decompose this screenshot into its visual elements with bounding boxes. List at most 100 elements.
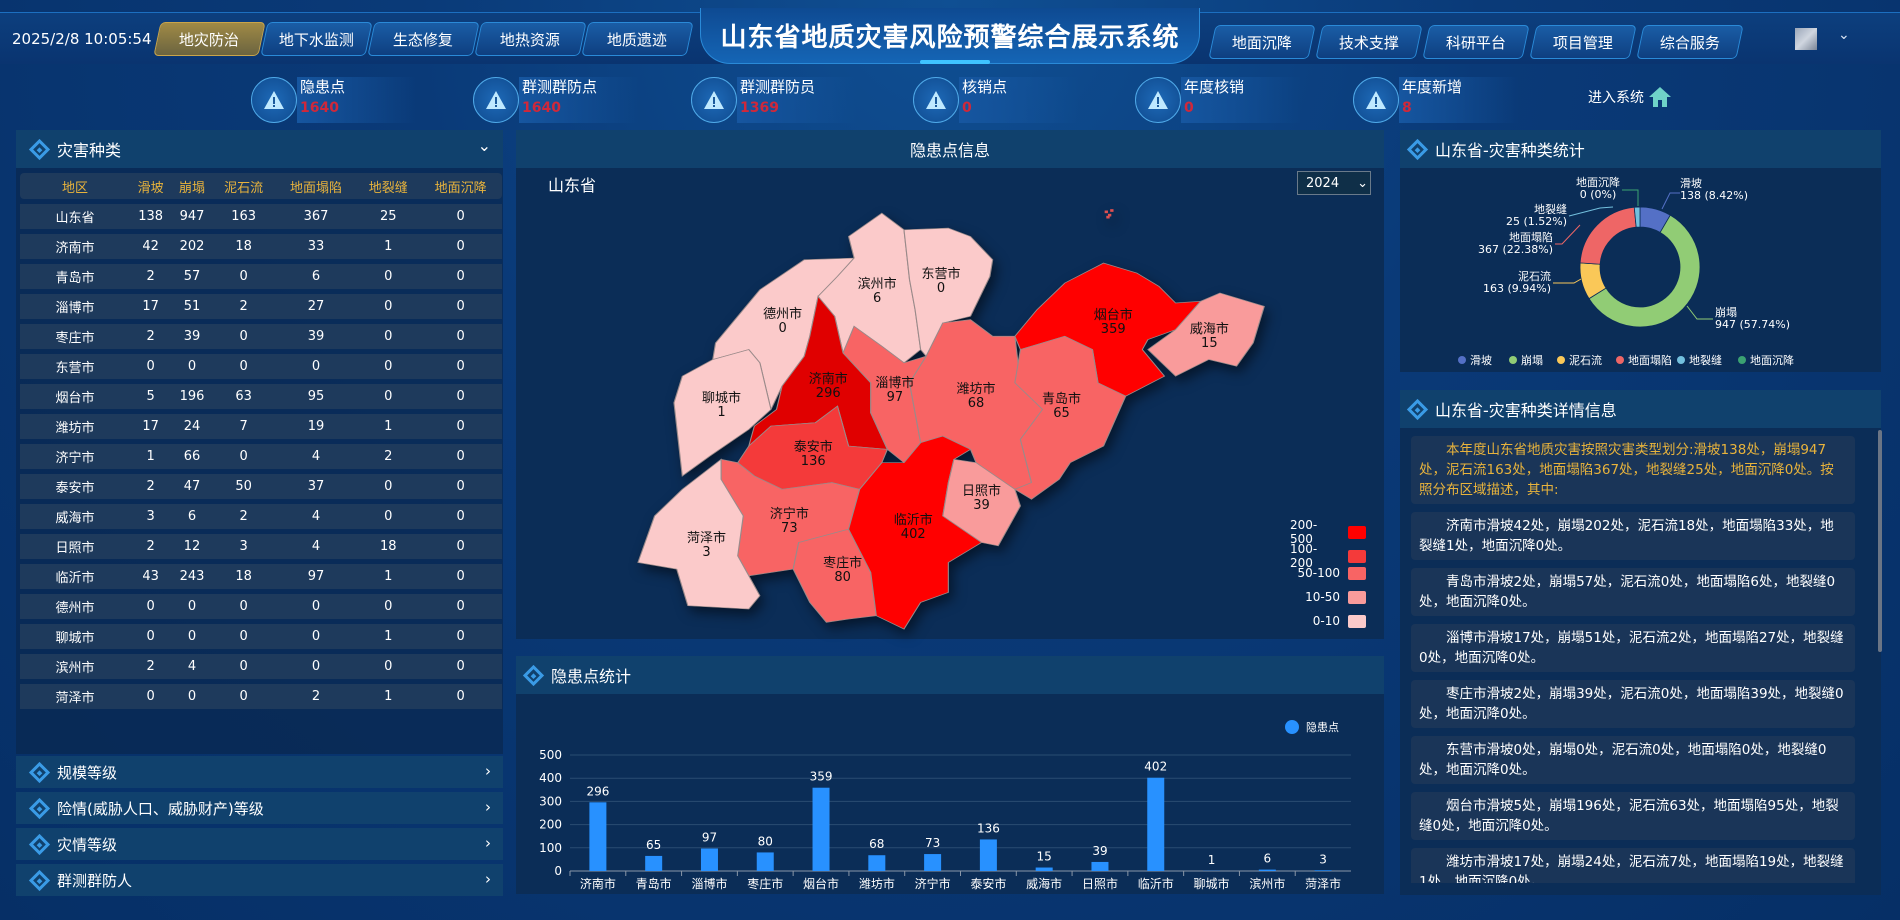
bar-value-label: 136 bbox=[977, 821, 1000, 835]
accordion-item[interactable]: 规模等级 › bbox=[16, 756, 503, 788]
table-row[interactable]: 青岛市 2 57 0 6 0 0 bbox=[20, 264, 502, 289]
chevron-down-icon[interactable]: ⌄ bbox=[477, 136, 491, 155]
count-cell: 202 bbox=[171, 234, 213, 259]
x-tick-label: 济南市 bbox=[580, 876, 616, 891]
bar[interactable] bbox=[924, 854, 942, 871]
map-region[interactable] bbox=[942, 458, 1021, 547]
table-row[interactable]: 淄博市 17 51 2 27 0 0 bbox=[20, 294, 502, 319]
legend-swatch bbox=[1348, 549, 1366, 563]
table-row[interactable]: 泰安市 2 47 50 37 0 0 bbox=[20, 474, 502, 499]
table-row[interactable]: 菏泽市 0 0 0 2 1 0 bbox=[20, 684, 502, 709]
map-region[interactable] bbox=[903, 227, 994, 358]
count-cell: 6 bbox=[171, 504, 213, 529]
avatar[interactable] bbox=[1795, 28, 1817, 50]
count-cell: 0 bbox=[212, 444, 275, 469]
count-cell: 0 bbox=[419, 264, 502, 289]
count-cell: 0 bbox=[419, 204, 502, 229]
bar[interactable] bbox=[979, 839, 997, 871]
accordion-item[interactable]: 灾情等级 › bbox=[16, 828, 503, 860]
bar[interactable] bbox=[1091, 861, 1109, 871]
legend-label: 50-100 bbox=[1297, 566, 1340, 580]
year-select[interactable]: 2024 ⌄ bbox=[1297, 171, 1371, 195]
table-row[interactable]: 潍坊市 17 24 7 19 1 0 bbox=[20, 414, 502, 439]
count-cell: 0 bbox=[274, 654, 358, 679]
map-region[interactable] bbox=[673, 349, 772, 477]
stat-card[interactable]: 隐患点 1640 bbox=[251, 77, 451, 123]
count-cell: 7 bbox=[212, 414, 275, 439]
bar[interactable] bbox=[589, 802, 607, 871]
count-cell: 0 bbox=[274, 594, 358, 619]
count-cell: 17 bbox=[130, 414, 172, 439]
region-cell: 山东省 bbox=[20, 204, 130, 229]
count-cell: 24 bbox=[171, 414, 213, 439]
stat-card[interactable]: 核销点 0 bbox=[913, 77, 1113, 123]
bar[interactable] bbox=[756, 852, 774, 871]
enter-system-button[interactable]: 进入系统 bbox=[1588, 86, 1672, 108]
disaster-table: 地区 滑坡 崩塌 泥石流 地面塌陷 地裂缝 地面沉降 山东省 138 947 163 367 25 0 济… bbox=[20, 168, 502, 714]
count-cell: 1 bbox=[357, 414, 420, 439]
accordion-label: 群测群防人 bbox=[57, 871, 133, 890]
bar[interactable] bbox=[1035, 867, 1053, 871]
region-cell: 济宁市 bbox=[20, 444, 130, 469]
bar[interactable] bbox=[700, 848, 718, 871]
table-row[interactable]: 滨州市 2 4 0 0 0 0 bbox=[20, 654, 502, 679]
year-value: 2024 bbox=[1306, 175, 1340, 191]
bar[interactable] bbox=[1314, 870, 1332, 871]
details-list[interactable]: 本年度山东省地质灾害按照灾害类型划分:滑坡138处，崩塌947处，泥石流163处… bbox=[1400, 428, 1867, 883]
legend-label: 隐患点 bbox=[1306, 721, 1339, 734]
stat-card[interactable]: 年度新增 8 bbox=[1353, 77, 1553, 123]
count-cell: 3 bbox=[130, 504, 172, 529]
legend-swatch bbox=[1348, 525, 1366, 539]
table-row[interactable]: 济南市 42 202 18 33 1 0 bbox=[20, 234, 502, 259]
map-legend-item[interactable]: 0-10 bbox=[1290, 614, 1366, 628]
legend-swatch bbox=[1348, 614, 1366, 628]
count-cell: 2 bbox=[130, 264, 172, 289]
chevron-down-icon[interactable]: ⌄ bbox=[1838, 27, 1850, 43]
table-row[interactable]: 东营市 0 0 0 0 0 0 bbox=[20, 354, 502, 379]
table-row[interactable]: 济宁市 1 66 0 4 2 0 bbox=[20, 444, 502, 469]
title-glow bbox=[920, 60, 990, 64]
stat-card[interactable]: 年度核销 0 bbox=[1135, 77, 1335, 123]
column-header: 滑坡 bbox=[130, 173, 172, 199]
column-header: 崩塌 bbox=[171, 173, 213, 199]
map-legend-item[interactable]: 10-50 bbox=[1290, 590, 1366, 604]
map-region[interactable] bbox=[1147, 292, 1265, 377]
accordion-item[interactable]: 险情(威胁人口、威胁财产)等级 › bbox=[16, 792, 503, 824]
bar[interactable] bbox=[645, 855, 663, 871]
table-row[interactable]: 日照市 2 12 3 4 18 0 bbox=[20, 534, 502, 559]
bar[interactable] bbox=[1258, 869, 1276, 871]
table-row[interactable]: 烟台市 5 196 63 95 0 0 bbox=[20, 384, 502, 409]
map-legend-item[interactable]: 100-200 bbox=[1290, 542, 1366, 570]
map-region[interactable] bbox=[637, 458, 761, 610]
count-cell: 39 bbox=[171, 324, 213, 349]
table-row[interactable]: 德州市 0 0 0 0 0 0 bbox=[20, 594, 502, 619]
count-cell: 0 bbox=[419, 444, 502, 469]
accordion-item[interactable]: 群测群防人 › bbox=[16, 864, 503, 896]
region-cell: 临沂市 bbox=[20, 564, 130, 589]
map-legend-item[interactable]: 200-500 bbox=[1290, 518, 1366, 546]
map-region[interactable] bbox=[1013, 335, 1127, 500]
table-row[interactable]: 聊城市 0 0 0 0 1 0 bbox=[20, 624, 502, 649]
map-legend-item[interactable]: 50-100 bbox=[1290, 566, 1366, 580]
table-row[interactable]: 临沂市 43 243 18 97 1 0 bbox=[20, 564, 502, 589]
bar[interactable] bbox=[812, 787, 830, 871]
map-panel: 隐患点信息 山东省 2024 ⌄ 德州市 0 滨州市 6 东营市 0 聊城市 1 济南市 296 淄博… bbox=[516, 130, 1384, 639]
region-cell: 菏泽市 bbox=[20, 684, 130, 709]
table-row[interactable]: 枣庄市 2 39 0 39 0 0 bbox=[20, 324, 502, 349]
bar[interactable] bbox=[868, 855, 886, 871]
bar[interactable] bbox=[1147, 777, 1165, 871]
count-cell: 42 bbox=[130, 234, 172, 259]
legend-swatch bbox=[1348, 566, 1366, 580]
details-scrollbar[interactable] bbox=[1878, 430, 1882, 652]
legend-label: 100-200 bbox=[1290, 542, 1318, 570]
stat-card[interactable]: 群测群防点 1640 bbox=[473, 77, 673, 123]
stat-label: 群测群防员 bbox=[740, 78, 816, 96]
count-cell: 39 bbox=[274, 324, 358, 349]
table-row[interactable]: 威海市 3 6 2 4 0 0 bbox=[20, 504, 502, 529]
x-tick-label: 临沂市 bbox=[1138, 876, 1174, 891]
table-row[interactable]: 山东省 138 947 163 367 25 0 bbox=[20, 204, 502, 229]
count-cell: 0 bbox=[419, 294, 502, 319]
disaster-type-header[interactable]: 灾害种类 ⌄ bbox=[16, 130, 503, 168]
count-cell: 12 bbox=[171, 534, 213, 559]
stat-card[interactable]: 群测群防员 1369 bbox=[691, 77, 891, 123]
